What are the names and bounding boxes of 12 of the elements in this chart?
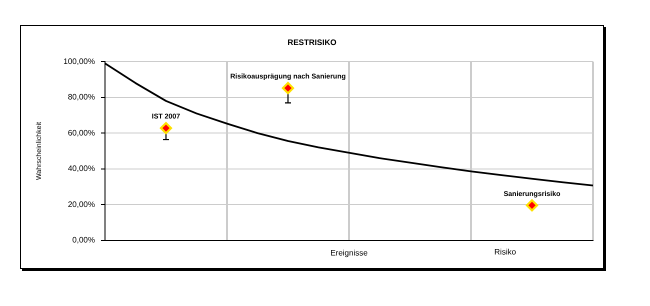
- y-tick-label: 100,00%: [63, 56, 95, 66]
- point: [282, 82, 294, 94]
- chart-title: RESTRISIKO: [288, 38, 336, 48]
- y-tick-label: 80,00%: [68, 92, 95, 102]
- y-tick-label: 20,00%: [68, 200, 95, 209]
- y-tick-label: 40,00%: [68, 164, 95, 174]
- y-tick-label: 60,00%: [68, 128, 95, 138]
- point: [160, 122, 172, 134]
- x-axis-title: Ereignisse: [330, 248, 368, 258]
- text: Risiko: [494, 248, 517, 257]
- point: [526, 199, 538, 212]
- y-tick-label: 0,00%: [72, 236, 95, 245]
